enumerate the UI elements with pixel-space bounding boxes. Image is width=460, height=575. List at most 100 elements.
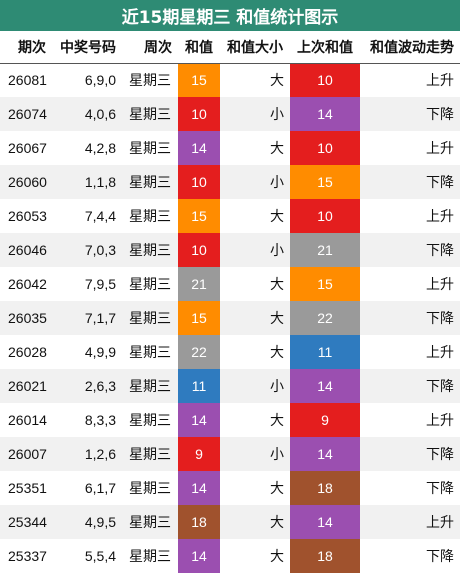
size-cell: 大 — [270, 208, 284, 224]
sum-stats-table: 期次 中奖号码 周次 和值 和值大小 上次和值 和值波动走势 26081 6,9,… — [0, 32, 460, 573]
trend-cell: 下降 — [360, 165, 460, 199]
week-cell: 星期三 — [122, 437, 178, 471]
sum-cell: 11 — [178, 369, 220, 403]
numbers-cell: 4,9,5 — [56, 505, 122, 539]
period-cell: 25337 — [8, 548, 47, 564]
trend-cell: 上升 — [426, 72, 454, 89]
size-cell: 小 — [220, 97, 290, 131]
table-row: 25351 6,1,7 星期三 14 大 18 下降 — [0, 471, 460, 505]
prev-sum-cell: 18 — [290, 471, 360, 505]
numbers-cell: 7,4,4 — [84, 208, 116, 224]
numbers-cell: 5,5,4 — [84, 548, 116, 564]
page-title: 近15期星期三 和值统计图示 — [0, 0, 460, 32]
trend-cell: 下降 — [426, 480, 454, 496]
week-cell: 星期三 — [122, 369, 178, 403]
prev-sum-cell: 10 — [290, 63, 360, 97]
header-period: 期次 — [0, 32, 56, 64]
numbers-cell: 4,9,9 — [84, 344, 116, 360]
table-row: 26060 1,1,8 星期三 10 小 15 下降 — [0, 165, 460, 199]
sum-cell: 15 — [178, 199, 220, 233]
sum-cell: 14 — [178, 131, 220, 165]
period-cell: 26081 — [8, 72, 47, 89]
size-cell: 大 — [270, 140, 284, 156]
size-cell: 小 — [220, 233, 290, 267]
week-cell: 星期三 — [129, 140, 171, 156]
week-cell: 星期三 — [122, 233, 178, 267]
trend-cell: 上升 — [426, 344, 454, 360]
table-row: 26042 7,9,5 星期三 21 大 15 上升 — [0, 267, 460, 301]
sum-cell: 22 — [178, 335, 220, 369]
numbers-cell: 7,0,3 — [56, 233, 122, 267]
numbers-cell: 1,2,6 — [56, 437, 122, 471]
header-numbers: 中奖号码 — [56, 32, 122, 64]
size-cell: 大 — [270, 412, 284, 428]
numbers-cell: 7,1,7 — [56, 301, 122, 335]
sum-cell: 10 — [178, 97, 220, 131]
prev-sum-cell: 9 — [290, 403, 360, 437]
prev-sum-cell: 14 — [290, 505, 360, 539]
trend-cell: 下降 — [360, 437, 460, 471]
period-cell: 26060 — [0, 165, 56, 199]
table-row: 25337 5,5,4 星期三 14 大 18 下降 — [0, 539, 460, 573]
period-cell: 25344 — [0, 505, 56, 539]
sum-cell: 18 — [178, 505, 220, 539]
table-row: 26046 7,0,3 星期三 10 小 21 下降 — [0, 233, 460, 267]
period-cell: 26014 — [8, 412, 47, 428]
week-cell: 星期三 — [122, 97, 178, 131]
size-cell: 大 — [270, 480, 284, 496]
week-cell: 星期三 — [122, 301, 178, 335]
period-cell: 26035 — [0, 301, 56, 335]
table-row: 26028 4,9,9 星期三 22 大 11 上升 — [0, 335, 460, 369]
week-cell: 星期三 — [129, 480, 171, 496]
prev-sum-cell: 14 — [290, 369, 360, 403]
week-cell: 星期三 — [122, 165, 178, 199]
week-cell: 星期三 — [129, 276, 171, 292]
trend-cell: 上升 — [426, 412, 454, 428]
sum-cell: 15 — [178, 301, 220, 335]
trend-cell: 上升 — [426, 140, 454, 156]
prev-sum-cell: 15 — [290, 267, 360, 301]
size-cell: 大 — [220, 301, 290, 335]
table-row: 25344 4,9,5 星期三 18 大 14 上升 — [0, 505, 460, 539]
sum-cell: 14 — [178, 471, 220, 505]
numbers-cell: 7,9,5 — [84, 276, 116, 292]
table-row: 26067 4,2,8 星期三 14 大 10 上升 — [0, 131, 460, 165]
prev-sum-cell: 11 — [290, 335, 360, 369]
period-cell: 26028 — [8, 344, 47, 360]
period-cell: 26042 — [8, 276, 47, 292]
trend-cell: 下降 — [426, 548, 454, 564]
sum-cell: 15 — [178, 63, 220, 97]
sum-cell: 9 — [178, 437, 220, 471]
numbers-cell: 2,6,3 — [56, 369, 122, 403]
size-cell: 大 — [270, 344, 284, 360]
size-cell: 大 — [220, 505, 290, 539]
numbers-cell: 4,2,8 — [84, 140, 116, 156]
period-cell: 26007 — [0, 437, 56, 471]
prev-sum-cell: 15 — [290, 165, 360, 199]
week-cell: 星期三 — [129, 548, 171, 564]
size-cell: 小 — [220, 165, 290, 199]
size-cell: 大 — [270, 548, 284, 564]
size-cell: 大 — [270, 72, 284, 89]
table-row: 26035 7,1,7 星期三 15 大 22 下降 — [0, 301, 460, 335]
table-row: 26014 8,3,3 星期三 14 大 9 上升 — [0, 403, 460, 437]
prev-sum-cell: 21 — [290, 233, 360, 267]
header-sum: 和值 — [178, 32, 220, 64]
period-cell: 26021 — [0, 369, 56, 403]
period-cell: 26053 — [8, 208, 47, 224]
period-cell: 25351 — [8, 480, 47, 496]
period-cell: 26067 — [8, 140, 47, 156]
sum-cell: 14 — [178, 403, 220, 437]
numbers-cell: 4,0,6 — [56, 97, 122, 131]
prev-sum-cell: 10 — [290, 199, 360, 233]
sum-cell: 10 — [178, 233, 220, 267]
prev-sum-cell: 14 — [290, 437, 360, 471]
size-cell: 小 — [220, 437, 290, 471]
numbers-cell: 1,1,8 — [56, 165, 122, 199]
prev-sum-cell: 22 — [290, 301, 360, 335]
trend-cell: 下降 — [360, 97, 460, 131]
header-week: 周次 — [122, 32, 178, 64]
sum-cell: 21 — [178, 267, 220, 301]
prev-sum-cell: 10 — [290, 131, 360, 165]
